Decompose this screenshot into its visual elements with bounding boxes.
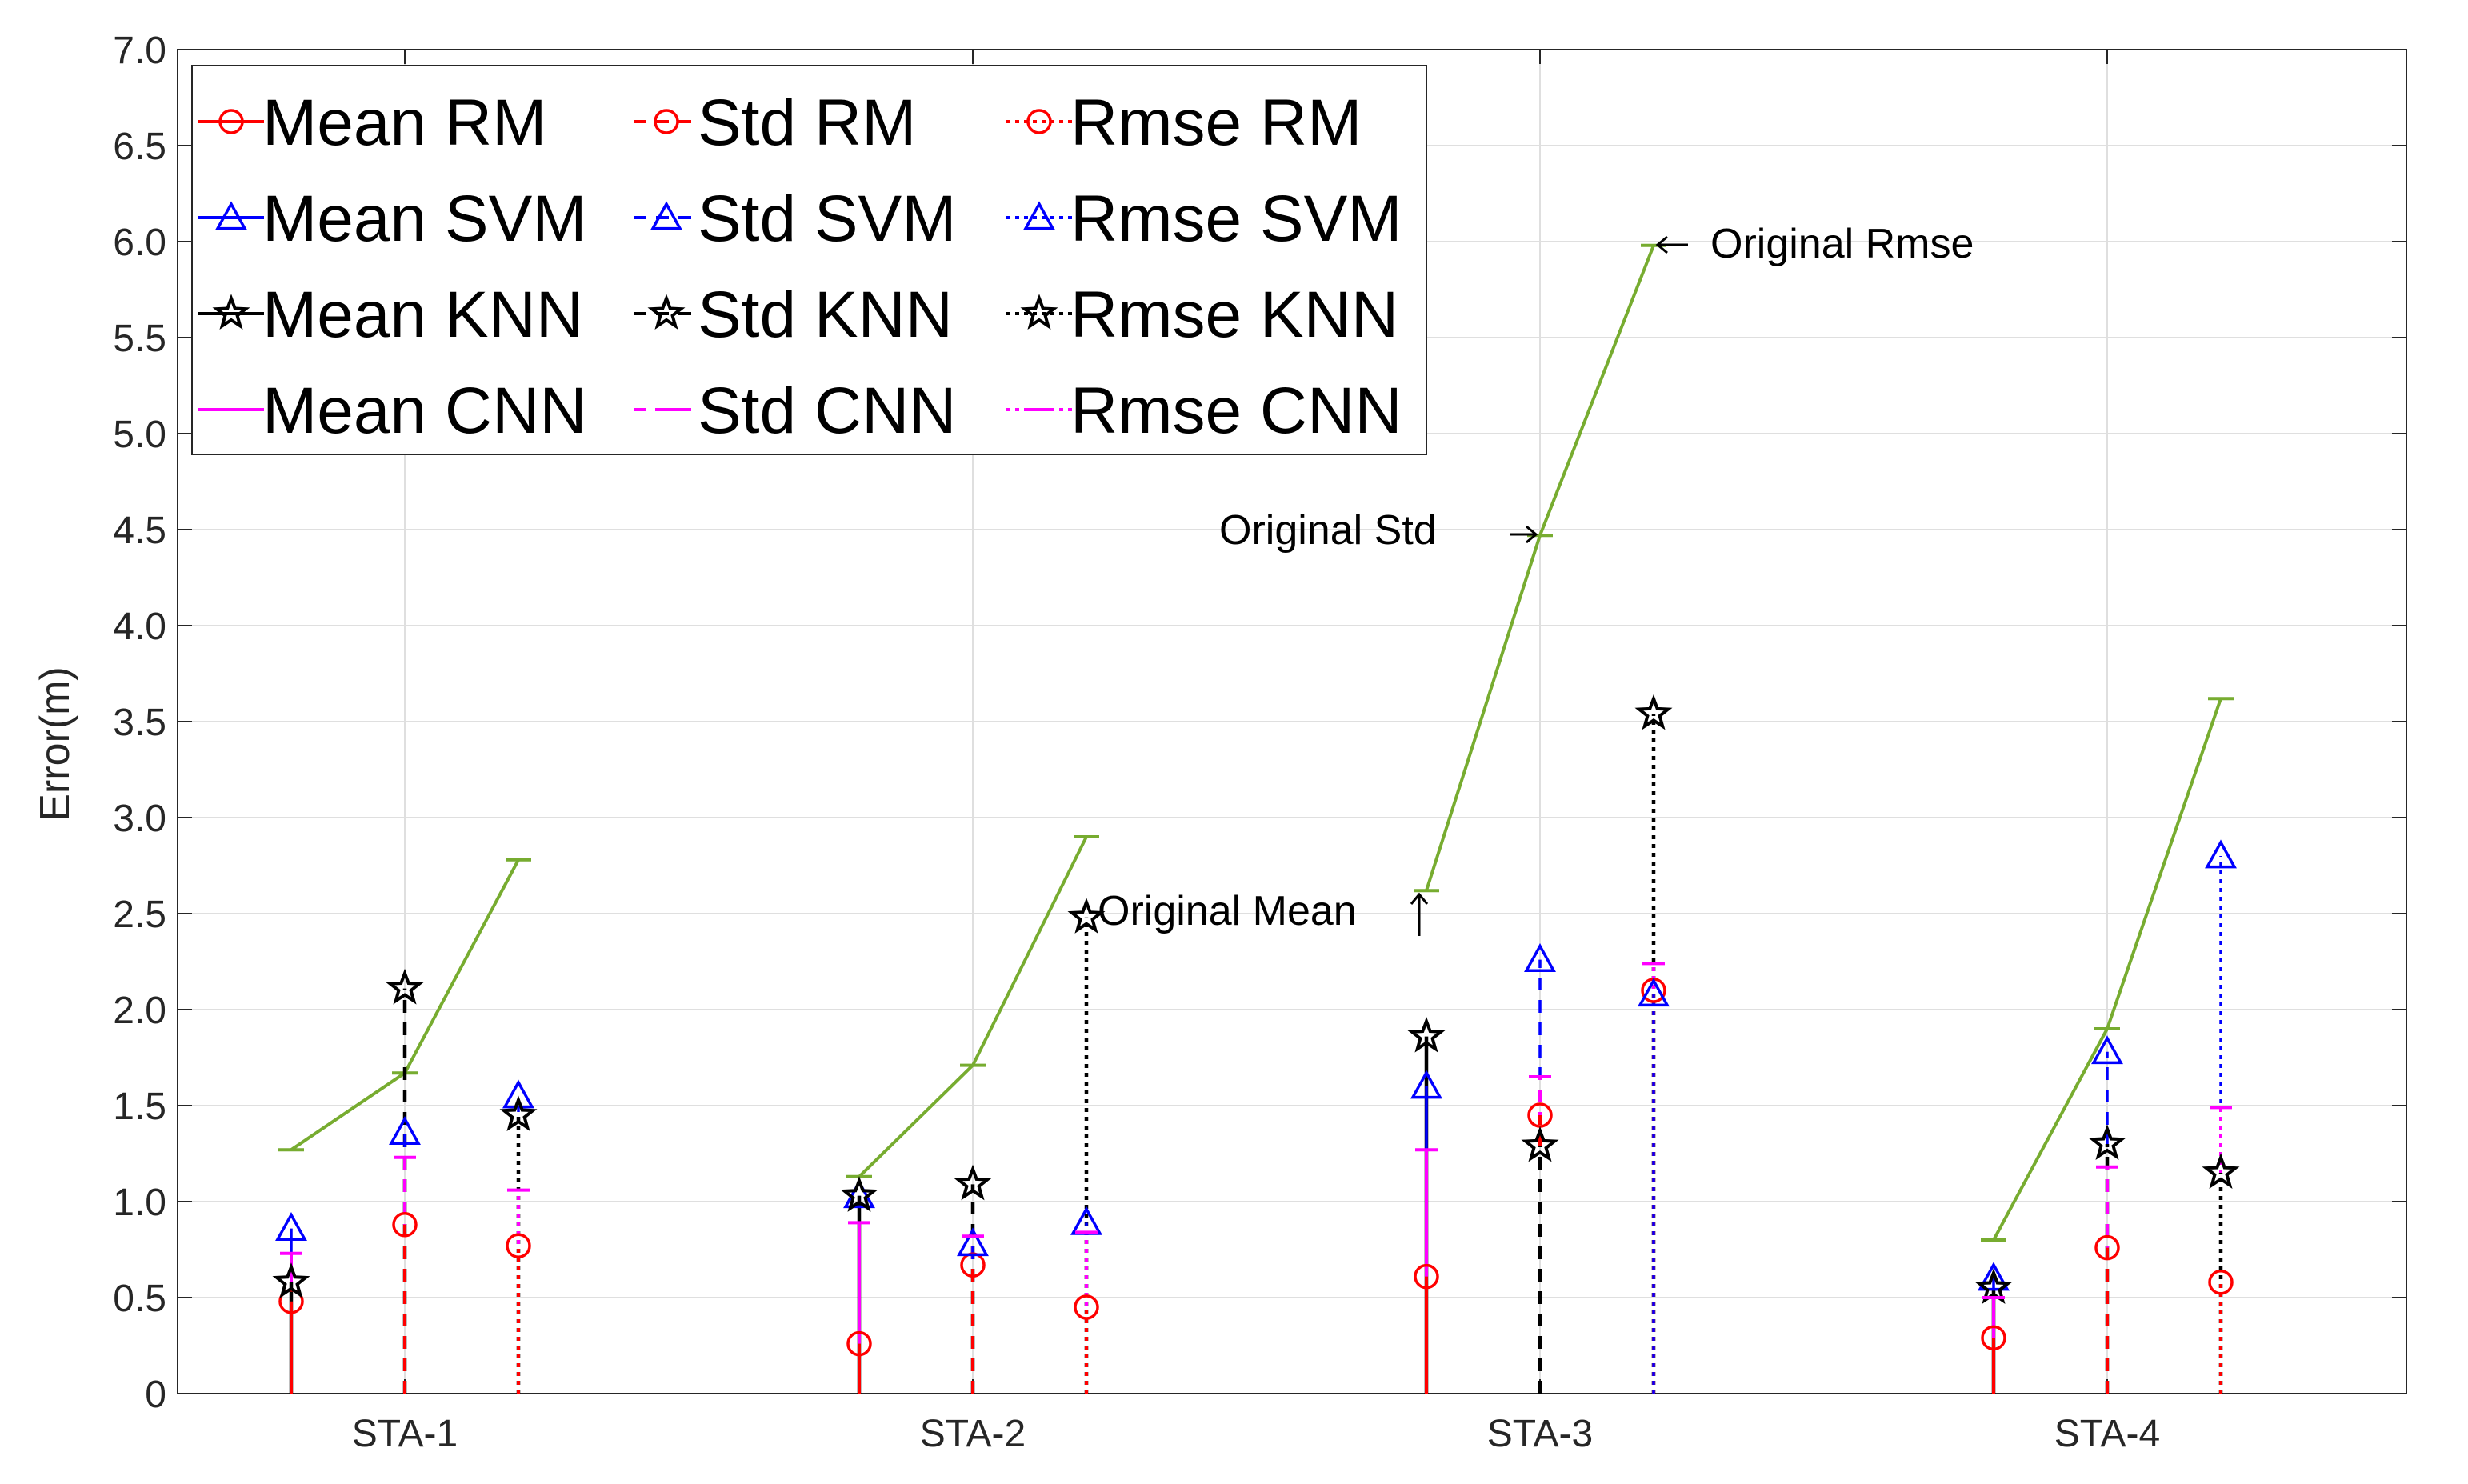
marker-knn-std: [1521, 1126, 1559, 1162]
x-tick-label: STA-4: [2054, 1413, 2160, 1455]
marker-knn-std: [954, 1164, 992, 1201]
marker-svm-std: [389, 1115, 421, 1145]
marker-knn-rmse: [2202, 1153, 2240, 1190]
legend-label: Std RM: [698, 86, 916, 159]
legend-label: Rmse KNN: [1070, 278, 1398, 351]
marker-knn-mean: [1407, 1016, 1446, 1053]
y-tick-label: 6.0: [113, 222, 166, 264]
marker-knn-rmse: [1067, 898, 1106, 934]
y-tick-label: 4.0: [113, 606, 166, 648]
marker-svm-mean: [275, 1211, 307, 1241]
right-arrow-icon: [1510, 525, 1538, 544]
legend-marker-svm: [650, 201, 682, 230]
legend-label: Rmse SVM: [1070, 182, 1402, 255]
legend-label: Mean CNN: [262, 374, 587, 447]
marker-svm-rmse: [2205, 839, 2237, 869]
marker-svm-rmse: [1638, 978, 1670, 1007]
marker-svm-std: [2091, 1035, 2123, 1065]
marker-knn-rmse: [1634, 694, 1673, 730]
marker-svm-mean: [1410, 1070, 1442, 1099]
marker-rm-rmse: [1074, 1294, 1099, 1320]
annotation-original-std: Original Std: [1219, 507, 1437, 554]
legend-marker-svm: [1023, 201, 1055, 230]
y-tick-label: 3.5: [113, 702, 166, 744]
y-tick-label: 1.5: [113, 1086, 166, 1128]
marker-knn-mean: [840, 1176, 878, 1212]
y-tick-label: 6.5: [113, 126, 166, 168]
axes: 0 0.5 1.0 1.5 2.0 2.5 3.0 3.5 4.0 4.5 5.0 5.5 6.0 6.5…: [113, 30, 2407, 1455]
legend-marker-rm: [1026, 109, 1052, 134]
legend-marker-knn: [212, 294, 250, 330]
marker-knn-mean: [272, 1262, 310, 1298]
annotation-original-rmse: Original Rmse: [1710, 221, 1974, 267]
data-layer: [272, 243, 2240, 1394]
marker-svm-std: [1524, 942, 1556, 972]
y-tick-label: 3.0: [113, 798, 166, 840]
legend-marker-rm: [654, 109, 679, 134]
legend-label: Rmse CNN: [1070, 374, 1402, 447]
x-tick-label: STA-2: [920, 1413, 1026, 1455]
y-tick-label: 5.0: [113, 414, 166, 456]
legend: Mean RM Std RM Rmse RM Mean SVM Std SVM Rmse …: [191, 65, 1427, 455]
marker-knn-rmse: [499, 1095, 538, 1132]
y-tick-label: 0.5: [113, 1278, 166, 1320]
legend-box: [191, 65, 1427, 455]
annotation-original-mean: Original Mean: [1098, 888, 1357, 934]
y-tick-label: 0: [145, 1374, 166, 1416]
marker-svm-std: [957, 1227, 989, 1257]
y-tick-label: 2.0: [113, 990, 166, 1032]
y-tick-label: 7.0: [113, 30, 166, 72]
y-tick-label: 1.0: [113, 1182, 166, 1224]
marker-rm-mean: [846, 1330, 872, 1357]
legend-marker-rm: [218, 109, 244, 134]
x-tick-label: STA-3: [1487, 1413, 1593, 1455]
y-axis-label: Error(m): [32, 666, 78, 822]
marker-rm-mean: [1981, 1325, 2006, 1351]
legend-label: Std KNN: [698, 278, 953, 351]
legend-label: Mean KNN: [262, 278, 583, 351]
y-tick-label: 5.5: [113, 318, 166, 360]
legend-marker-knn: [1020, 294, 1058, 330]
legend-label: Mean RM: [262, 86, 546, 159]
marker-knn-mean: [1974, 1268, 2013, 1305]
legend-marker-svm: [215, 201, 247, 230]
marker-rm-std: [2094, 1234, 2120, 1261]
legend-label: Rmse RM: [1070, 86, 1362, 159]
y-tick-label: 2.5: [113, 894, 166, 936]
legend-label: Std CNN: [698, 374, 957, 447]
marker-rm-rmse: [2208, 1270, 2234, 1295]
marker-svm-rmse: [502, 1079, 534, 1109]
legend-label: Mean SVM: [262, 182, 587, 255]
marker-knn-std: [2088, 1124, 2126, 1161]
legend-label: Std SVM: [698, 182, 957, 255]
marker-knn-std: [386, 968, 424, 1005]
up-arrow-icon: [1410, 892, 1429, 936]
marker-rm-rmse: [506, 1233, 531, 1258]
legend-marker-knn: [647, 294, 686, 330]
x-tick-label: STA-1: [352, 1413, 458, 1455]
marker-rm-std: [392, 1212, 418, 1238]
marker-svm-mean: [1978, 1262, 2010, 1291]
y-tick-label: 4.5: [113, 510, 166, 552]
left-arrow-icon: [1655, 235, 1688, 254]
marker-rm-mean: [1414, 1263, 1439, 1290]
annotations: Original Mean Original Std Original Rmse: [1098, 221, 1974, 936]
marker-svm-mean: [843, 1179, 875, 1209]
